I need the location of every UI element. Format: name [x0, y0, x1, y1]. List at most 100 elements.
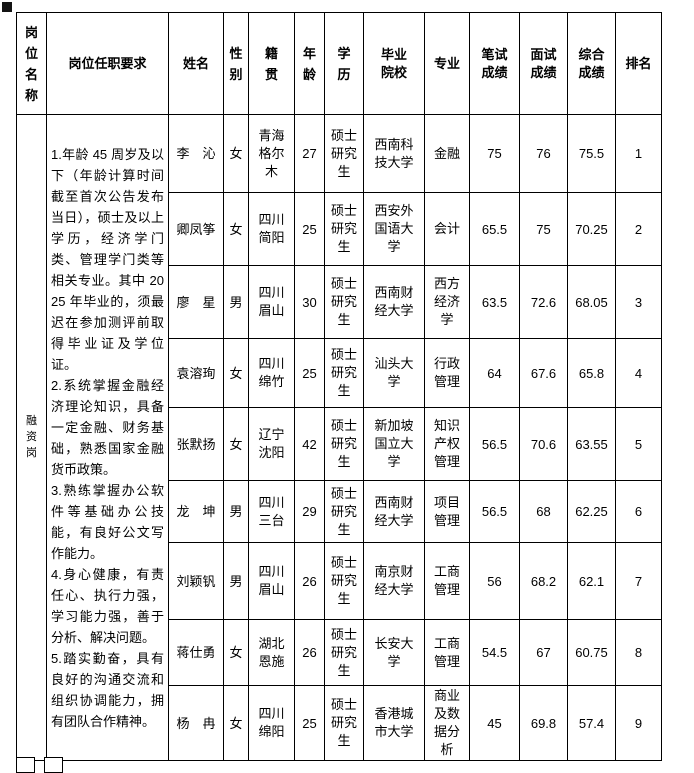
- cell-school: 西安外国语大学: [363, 192, 425, 266]
- cell-gender: 男: [223, 542, 249, 620]
- cell-interview-score: 75: [519, 192, 568, 266]
- cell-hometown: 辽宁沈阳: [248, 407, 295, 481]
- header-major: 专业: [424, 12, 470, 115]
- cell-degree: 硕士研究生: [324, 619, 364, 686]
- cell-written-score: 65.5: [469, 192, 520, 266]
- header-age: 年龄: [294, 12, 325, 115]
- cell-overall-score: 65.8: [567, 338, 616, 408]
- cell-school: 汕头大学: [363, 338, 425, 408]
- cell-overall-score: 70.25: [567, 192, 616, 266]
- cell-age: 26: [294, 619, 325, 686]
- cell-interview-score: 76: [519, 114, 568, 193]
- next-row-partial-cell: [16, 757, 35, 773]
- cell-degree: 硕士研究生: [324, 480, 364, 543]
- cell-rank: 5: [615, 407, 662, 481]
- cell-overall-score: 75.5: [567, 114, 616, 193]
- cell-name: 杨 冉: [168, 685, 224, 761]
- cell-major: 行政管理: [424, 338, 470, 408]
- header-requirements: 岗位任职要求: [46, 12, 169, 115]
- cell-degree: 硕士研究生: [324, 265, 364, 339]
- cell-major: 知识产权管理: [424, 407, 470, 481]
- table-anchor-handle[interactable]: [2, 2, 12, 12]
- cell-age: 25: [294, 338, 325, 408]
- cell-major: 西方经济学: [424, 265, 470, 339]
- cell-major: 金融: [424, 114, 470, 193]
- cell-interview-score: 69.8: [519, 685, 568, 761]
- cell-major: 会计: [424, 192, 470, 266]
- cell-name: 袁溶珣: [168, 338, 224, 408]
- cell-name: 龙 坤: [168, 480, 224, 543]
- candidate-row: 融资岗 1.年龄 45 周岁及以下（年龄计算时间截至首次公告发布当日），硕士及以…: [16, 114, 662, 761]
- candidate-row: 张默扬 女 辽宁沈阳 42 硕士研究生 新加坡国立大学 知识产权管理 56.5 …: [17, 407, 662, 481]
- cell-name: 蒋仕勇: [168, 619, 224, 686]
- cell-hometown: 四川眉山: [248, 265, 295, 339]
- cell-age: 26: [294, 542, 325, 620]
- header-school: 毕业院校: [363, 12, 425, 115]
- cell-name: 廖 星: [168, 265, 224, 339]
- cell-rank: 6: [615, 480, 662, 543]
- cell-major: 工商管理: [424, 619, 470, 686]
- next-row-partial-cell: [44, 757, 63, 773]
- cell-school: 南京财经大学: [363, 542, 425, 620]
- cell-written-score: 45: [469, 685, 520, 761]
- cell-degree: 硕士研究生: [324, 542, 364, 620]
- cell-written-score: 56.5: [469, 407, 520, 481]
- cell-interview-score: 67: [519, 619, 568, 686]
- cell-rank: 7: [615, 542, 662, 620]
- header-written-score: 笔试成绩: [469, 12, 520, 115]
- cell-written-score: 75: [469, 114, 520, 193]
- header-row: 岗位名称 岗位任职要求 姓名 性别 籍贯 年龄 学历 毕业院校 专业 笔试成绩 …: [16, 12, 662, 115]
- header-degree: 学历: [324, 12, 364, 115]
- cell-overall-score: 63.55: [567, 407, 616, 481]
- cell-school: 西南财经大学: [363, 480, 425, 543]
- cell-age: 25: [294, 685, 325, 761]
- cell-rank: 2: [615, 192, 662, 266]
- cell-age: 29: [294, 480, 325, 543]
- cell-name: 刘颖钒: [168, 542, 224, 620]
- cell-degree: 硕士研究生: [324, 685, 364, 761]
- cell-written-score: 54.5: [469, 619, 520, 686]
- cell-gender: 女: [223, 619, 249, 686]
- cell-rank: 4: [615, 338, 662, 408]
- position-name-cell: 融资岗: [16, 114, 47, 761]
- cell-age: 42: [294, 407, 325, 481]
- cell-gender: 女: [223, 338, 249, 408]
- cell-overall-score: 60.75: [567, 619, 616, 686]
- cell-major: 商业及数据分析: [424, 685, 470, 761]
- cell-school: 新加坡国立大学: [363, 407, 425, 481]
- header-overall-score: 综合成绩: [567, 12, 616, 115]
- cell-name: 张默扬: [168, 407, 224, 481]
- cell-degree: 硕士研究生: [324, 338, 364, 408]
- candidate-row: 杨 冉 女 四川绵阳 25 硕士研究生 香港城市大学 商业及数据分析 45 69…: [17, 685, 662, 761]
- cell-hometown: 四川绵阳: [248, 685, 295, 761]
- cell-age: 25: [294, 192, 325, 266]
- cell-gender: 男: [223, 265, 249, 339]
- cell-written-score: 56.5: [469, 480, 520, 543]
- cell-overall-score: 57.4: [567, 685, 616, 761]
- header-interview-score: 面试成绩: [519, 12, 568, 115]
- cell-hometown: 青海格尔木: [248, 114, 295, 193]
- cell-school: 西南科技大学: [363, 114, 425, 193]
- candidate-score-table: 岗位名称 岗位任职要求 姓名 性别 籍贯 年龄 学历 毕业院校 专业 笔试成绩 …: [16, 12, 662, 761]
- cell-written-score: 64: [469, 338, 520, 408]
- cell-interview-score: 70.6: [519, 407, 568, 481]
- cell-hometown: 四川简阳: [248, 192, 295, 266]
- cell-gender: 女: [223, 114, 249, 193]
- cell-age: 30: [294, 265, 325, 339]
- cell-interview-score: 68: [519, 480, 568, 543]
- cell-degree: 硕士研究生: [324, 407, 364, 481]
- cell-age: 27: [294, 114, 325, 193]
- cell-gender: 女: [223, 407, 249, 481]
- cell-name: 李 沁: [168, 114, 224, 193]
- candidate-row: 卿凤筝 女 四川简阳 25 硕士研究生 西安外国语大学 会计 65.5 75 7…: [17, 192, 662, 266]
- header-hometown: 籍贯: [248, 12, 295, 115]
- cell-hometown: 四川三台: [248, 480, 295, 543]
- cell-name: 卿凤筝: [168, 192, 224, 266]
- cell-interview-score: 68.2: [519, 542, 568, 620]
- cell-major: 工商管理: [424, 542, 470, 620]
- requirements-text: 1.年龄 45 周岁及以下（年龄计算时间截至首次公告发布当日），硕士及以上学历，…: [51, 146, 164, 729]
- cell-gender: 女: [223, 685, 249, 761]
- cell-overall-score: 62.1: [567, 542, 616, 620]
- cell-interview-score: 67.6: [519, 338, 568, 408]
- cell-school: 香港城市大学: [363, 685, 425, 761]
